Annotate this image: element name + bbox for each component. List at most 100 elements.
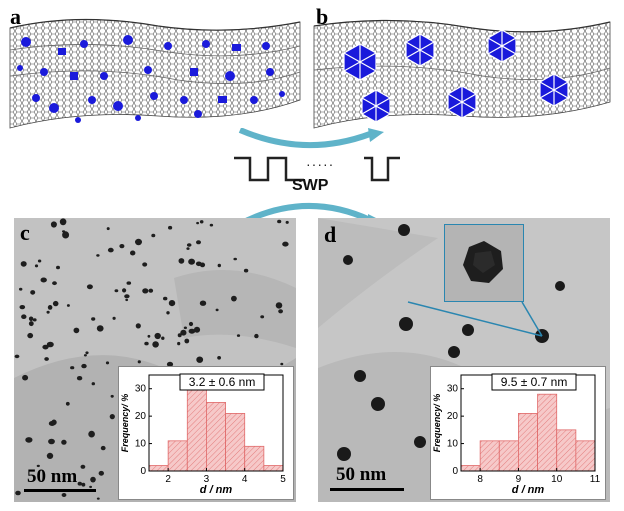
nanoparticle-dot <box>135 238 142 246</box>
square-wave-icon <box>234 156 400 182</box>
nanoparticle-dot <box>196 221 200 225</box>
x-axis-label: d / nm <box>200 484 233 496</box>
nanoparticle-dot <box>112 316 116 320</box>
histogram-bar <box>263 465 284 472</box>
nanoparticle-dot <box>280 362 284 366</box>
panel-d-scale-label: 50 nm <box>336 464 387 485</box>
nanoparticle-dot <box>217 263 221 268</box>
panel-b-graphene-illustration <box>313 19 611 129</box>
nanoparticle-dot <box>28 321 34 327</box>
nanoparticle-dot <box>96 325 104 332</box>
nanoparticle-dot <box>119 244 125 249</box>
nanoparticle-dot <box>105 361 110 365</box>
nanoparticle-dot <box>166 311 170 315</box>
nanoparticle-dot <box>186 243 192 247</box>
nanoparticle-dot <box>260 315 265 319</box>
nanoparticle-dot <box>46 341 54 348</box>
x-tick-label: 10 <box>551 474 563 485</box>
nanoparticle-dot <box>96 254 100 257</box>
nanoparticle-dot <box>254 333 259 339</box>
nanoparticle-dot <box>65 401 70 406</box>
y-tick-label: 30 <box>135 384 147 395</box>
nanoparticle-dot <box>81 482 86 487</box>
nanoparticle-dot <box>44 357 49 361</box>
nanoparticle-dot <box>135 323 141 329</box>
panel-c-letter: c <box>20 220 30 245</box>
nanoparticle-dot <box>88 430 95 438</box>
nanoparticle-dot <box>32 318 37 322</box>
nanoparticle-dot <box>186 247 190 250</box>
nanoparticle-dot <box>50 221 57 228</box>
nanoparticle-dot <box>40 277 47 283</box>
nanocrystal-dots-d <box>337 224 565 461</box>
nanoparticle-dot <box>51 419 57 426</box>
nanoparticle-dot <box>76 376 83 381</box>
nanoparticle-dot <box>20 261 27 267</box>
nanoparticle-dot <box>144 341 149 346</box>
nanoparticle-dot <box>19 305 26 310</box>
title-box <box>179 373 265 391</box>
x-tick-label: 11 <box>590 474 601 485</box>
y-tick-label: 20 <box>447 411 459 422</box>
histogram-bar <box>460 465 481 472</box>
nanoparticle-dot <box>148 288 154 293</box>
nanoparticle-dot <box>114 289 119 293</box>
y-tick-label: 20 <box>135 411 147 422</box>
nanoparticle-dot <box>77 481 82 486</box>
nanoparticle-dot <box>90 476 96 483</box>
y-tick-label: 0 <box>140 466 146 477</box>
nanoparticle-dot <box>124 294 130 299</box>
panel-c-scale-bar <box>24 489 96 492</box>
nanoparticle-dot <box>52 300 59 307</box>
histogram-bar <box>167 440 188 472</box>
nanoparticle-dot <box>42 344 49 350</box>
nanoparticle-dot <box>142 288 149 294</box>
nanoparticle-dot <box>168 300 176 307</box>
nanoparticle-dot <box>151 233 156 238</box>
histogram-d: 8 9 10 11 0 10 20 30 d / nm Frequency/ % 9.5 ± 0.7… <box>432 373 601 496</box>
nanoparticle-dot <box>152 341 159 348</box>
nanoparticle-dot <box>180 329 187 336</box>
histogram-bar <box>244 445 265 472</box>
y-tick-label: 10 <box>447 439 459 450</box>
y-tick-label: 10 <box>135 439 147 450</box>
panel-a-letter: a <box>10 4 21 29</box>
nanoparticle-dot <box>193 326 201 333</box>
nanoparticle-dot <box>27 332 34 339</box>
nanoparticle-dot <box>231 295 237 302</box>
nanoparticle-dot <box>275 302 283 309</box>
nanoparticle-dot <box>161 336 165 340</box>
nanoparticle-dot <box>61 493 67 497</box>
panel-d-scale-bar <box>330 488 404 491</box>
nanoparticle-dot <box>91 382 96 386</box>
swp-label: SWP <box>292 177 329 194</box>
nanoparticle-dot <box>14 354 20 359</box>
y-axis-label: Frequency/ % <box>432 394 442 453</box>
nanoparticle-dot <box>110 394 114 398</box>
nanoparticle-dot <box>278 309 283 314</box>
wave-continuation-dots: ····· <box>306 156 335 172</box>
panel-b-letter: b <box>316 4 329 29</box>
histogram-bar <box>479 440 500 472</box>
nanoparticle-dot <box>34 264 39 268</box>
nanoparticle-dot <box>19 287 23 291</box>
x-tick-label: 3 <box>204 474 210 485</box>
title-box <box>491 373 577 391</box>
nanoparticle-dot <box>285 220 289 224</box>
nanoparticle-dot <box>106 227 110 231</box>
nanoparticle-dot <box>199 220 204 224</box>
nanoparticle-dot <box>80 464 86 469</box>
nanoparticle-dot <box>59 218 67 226</box>
nanoparticle-dot <box>177 341 181 346</box>
nanoparticle-dot <box>168 225 173 230</box>
nanoparticle-dot <box>196 356 204 363</box>
nanoparticle-dot <box>100 445 106 451</box>
histogram-bar <box>498 440 519 472</box>
nanoparticle-group-a <box>17 35 285 123</box>
histogram-bar <box>148 465 169 472</box>
histogram-c-box: 2 3 4 5 0 10 20 30 d / nm Frequency/ % 3.2 ± 0.6 n… <box>118 366 294 500</box>
nanoparticle-dot <box>21 314 27 319</box>
nanoparticle-dot <box>125 298 129 302</box>
panel-c-scale-label: 50 nm <box>27 466 78 487</box>
nanoparticle-dot <box>98 470 105 476</box>
